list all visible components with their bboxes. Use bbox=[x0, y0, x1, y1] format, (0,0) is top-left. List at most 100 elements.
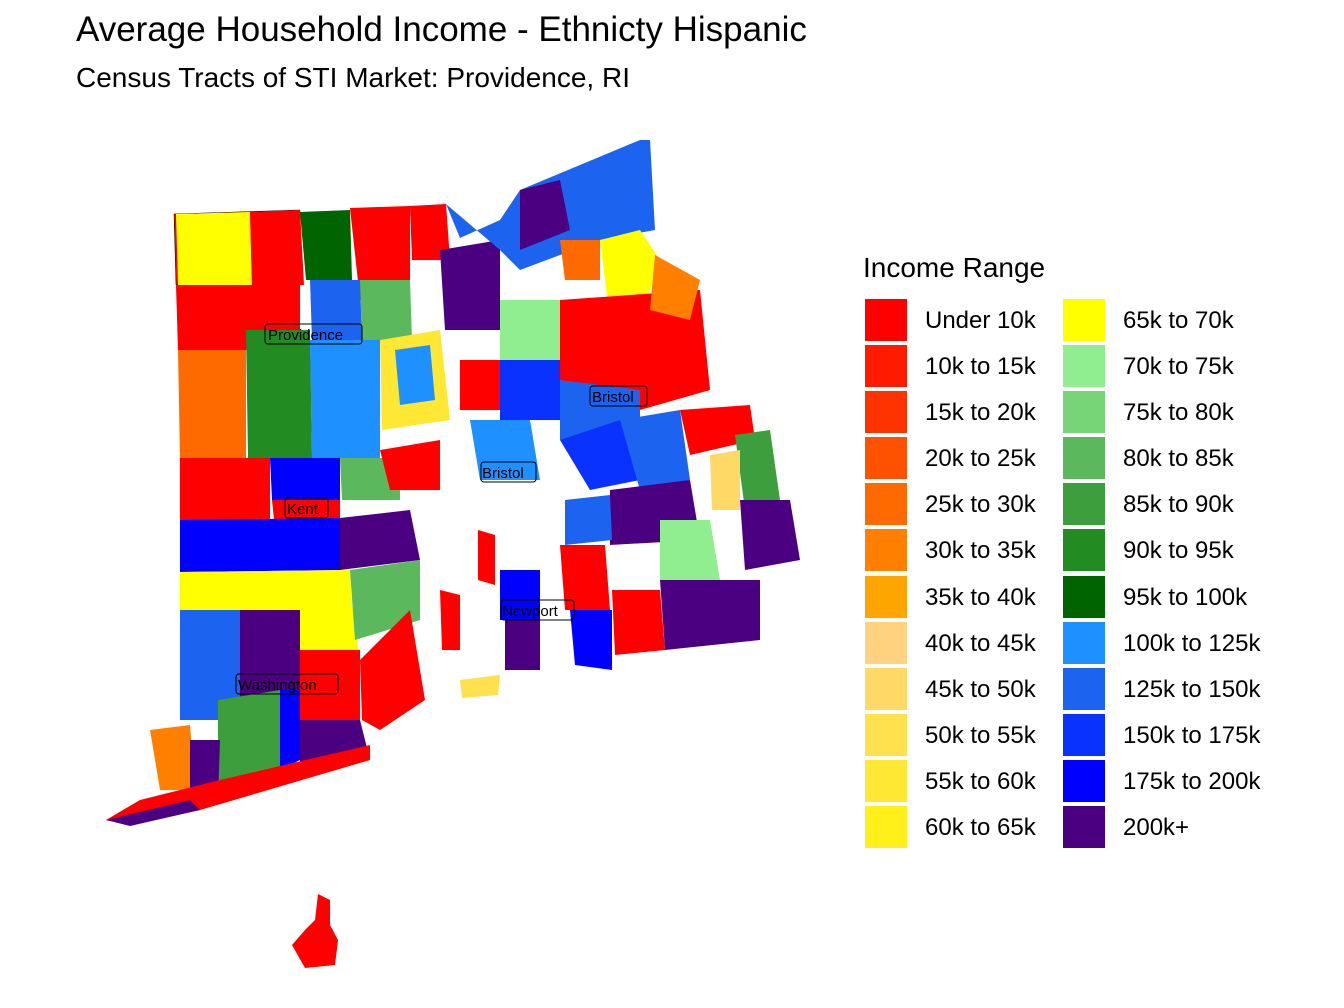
legend-swatch bbox=[1063, 437, 1105, 480]
tract bbox=[180, 518, 340, 572]
tract bbox=[350, 206, 410, 300]
legend-swatch bbox=[865, 667, 907, 710]
bristol-newport-tracts bbox=[440, 405, 800, 698]
income-legend: Income Range Under 10k 10k to 15k 15k to 2… bbox=[863, 252, 1323, 862]
tract bbox=[360, 610, 425, 730]
tract bbox=[178, 350, 246, 458]
tract bbox=[735, 430, 780, 510]
kent-county-tracts bbox=[180, 440, 440, 572]
legend-label: 80k to 85k bbox=[1123, 445, 1234, 473]
washington-county-tracts bbox=[106, 560, 425, 826]
legend-label: 175k to 200k bbox=[1123, 767, 1261, 795]
tract bbox=[612, 590, 665, 655]
legend-swatch bbox=[1063, 299, 1105, 341]
county-label-text: Kent bbox=[287, 501, 319, 518]
legend-swatch bbox=[865, 299, 907, 341]
legend-swatch bbox=[1063, 345, 1105, 388]
county-label-text: Providence bbox=[268, 327, 343, 344]
legend-label: 25k to 30k bbox=[925, 491, 1036, 519]
tract bbox=[300, 210, 352, 280]
legend-swatch bbox=[865, 713, 907, 756]
legend-label: 85k to 90k bbox=[1123, 491, 1234, 519]
legend-label: 90k to 95k bbox=[1123, 537, 1234, 565]
tract bbox=[380, 440, 440, 490]
tract bbox=[460, 675, 500, 698]
legend-label: 45k to 50k bbox=[925, 675, 1036, 703]
tract bbox=[650, 255, 700, 320]
tract bbox=[620, 410, 690, 490]
tract bbox=[570, 610, 612, 670]
legend-swatch bbox=[865, 529, 907, 572]
tract bbox=[270, 458, 340, 500]
tract bbox=[710, 450, 740, 510]
tract bbox=[272, 500, 340, 520]
legend-label: 200k+ bbox=[1123, 814, 1190, 842]
block-island bbox=[292, 894, 338, 968]
tract bbox=[460, 360, 500, 410]
tract bbox=[240, 610, 300, 700]
legend-swatch bbox=[865, 621, 907, 664]
tract bbox=[440, 240, 500, 330]
tract bbox=[500, 570, 540, 620]
tract bbox=[560, 545, 610, 610]
legend-label: 35k to 40k bbox=[925, 583, 1036, 611]
legend-swatch bbox=[865, 483, 907, 526]
county-label-kent: Kent bbox=[284, 497, 329, 519]
legend-label: 75k to 80k bbox=[1123, 399, 1234, 427]
tract bbox=[478, 530, 495, 585]
legend-swatch bbox=[1063, 713, 1105, 756]
tract bbox=[360, 280, 412, 340]
tract bbox=[505, 620, 540, 670]
tract bbox=[500, 300, 560, 360]
map-subtitle: Census Tracts of STI Market: Providence,… bbox=[76, 62, 630, 93]
legend-swatch bbox=[1063, 621, 1105, 664]
map-title: Average Household Income - Ethnicty Hisp… bbox=[76, 10, 807, 49]
county-label-washington: Washington bbox=[235, 673, 339, 695]
tract bbox=[300, 650, 360, 720]
tract bbox=[660, 520, 720, 580]
county-label-bristol: Bristol bbox=[480, 461, 537, 483]
legend-label: 40k to 45k bbox=[925, 629, 1036, 657]
legend-label: Under 10k bbox=[925, 307, 1036, 334]
tract bbox=[440, 590, 460, 650]
tract bbox=[180, 610, 240, 720]
legend-label: 55k to 60k bbox=[925, 767, 1036, 795]
county-label-providence: Providence bbox=[264, 323, 363, 345]
tract bbox=[150, 725, 195, 790]
providence-county-tracts bbox=[173, 140, 710, 458]
tract bbox=[560, 290, 710, 410]
legend-swatch bbox=[865, 575, 907, 618]
legend-title: Income Range bbox=[863, 252, 1046, 283]
tract bbox=[176, 212, 252, 285]
county-label-text: Newport bbox=[502, 603, 559, 620]
legend-swatch bbox=[1063, 806, 1105, 849]
census-tract-map: Providence Bristol Bristol Kent Newport … bbox=[106, 140, 800, 968]
legend-label: 150k to 175k bbox=[1123, 721, 1261, 749]
legend-label: 20k to 25k bbox=[925, 445, 1036, 473]
legend-swatch bbox=[865, 806, 907, 849]
tract bbox=[280, 690, 300, 770]
legend-label: 15k to 20k bbox=[925, 399, 1036, 427]
legend-label: 70k to 75k bbox=[1123, 353, 1234, 381]
tract bbox=[565, 495, 612, 545]
legend-swatch bbox=[1063, 575, 1105, 618]
legend-swatch bbox=[865, 345, 907, 388]
legend-label: 10k to 15k bbox=[925, 353, 1036, 381]
legend-label: 100k to 125k bbox=[1123, 629, 1261, 657]
tract bbox=[250, 210, 304, 285]
tract bbox=[180, 458, 270, 520]
county-label-text: Washington bbox=[238, 677, 317, 694]
tract bbox=[470, 420, 540, 480]
tract bbox=[740, 500, 800, 570]
legend-swatch bbox=[865, 437, 907, 480]
legend-label: 65k to 70k bbox=[1123, 307, 1234, 334]
tract bbox=[246, 330, 312, 458]
legend-label: 95k to 100k bbox=[1123, 583, 1248, 611]
tract bbox=[340, 510, 420, 570]
legend-swatch bbox=[1063, 391, 1105, 434]
legend-swatch bbox=[1063, 667, 1105, 710]
tract bbox=[500, 360, 560, 420]
tract bbox=[560, 240, 600, 280]
tract bbox=[520, 180, 570, 250]
tract bbox=[310, 280, 362, 340]
